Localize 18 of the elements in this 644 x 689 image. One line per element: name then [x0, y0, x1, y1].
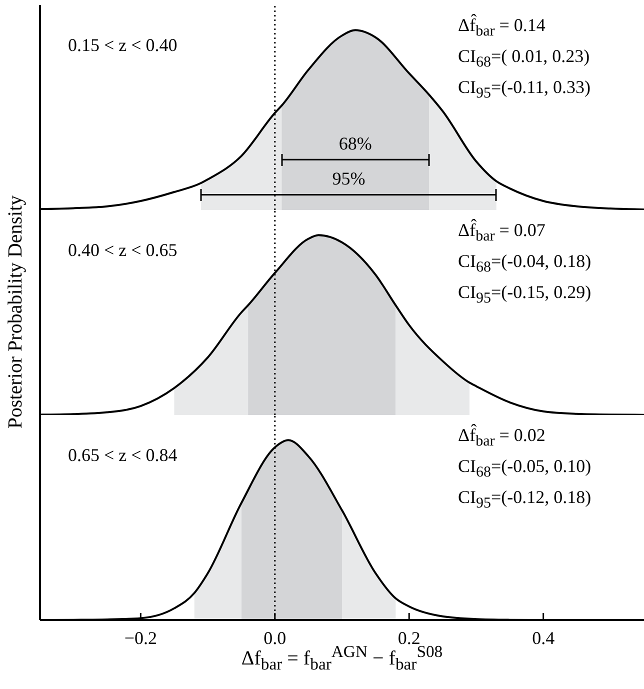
- annotation: CI$_{68}$=(-0.05, 0.10): [458, 456, 592, 482]
- annotation: 0.40 < z < 0.65: [68, 240, 178, 261]
- annotation: Δf̂$_{bar}$ = 0.14: [458, 15, 546, 41]
- annotation: CI$_{95}$=(-0.11, 0.33): [458, 77, 590, 103]
- annotation: 95%: [332, 168, 366, 190]
- annotation: CI$_{68}$=(-0.04, 0.18): [458, 251, 592, 277]
- annotation: 68%: [338, 133, 372, 154]
- annotation: Δf̂$_{bar}$ = 0.07: [458, 220, 546, 246]
- annotation: 0.15 < z < 0.40: [68, 35, 178, 56]
- annotation: CI$_{68}$=( 0.01, 0.23): [458, 46, 590, 72]
- annotation: 0.65 < z < 0.84: [68, 445, 178, 466]
- x-tick-label: 0.4: [532, 628, 555, 648]
- annotation: CI$_{95}$=(-0.15, 0.29): [458, 282, 592, 308]
- x-tick-label: −0.2: [124, 628, 157, 648]
- x-tick-label: 0.0: [264, 628, 286, 648]
- y-axis-title: Posterior Probability Density: [4, 195, 28, 429]
- annotation: Δf̂$_{bar}$ = 0.02: [458, 425, 546, 451]
- annotation: CI$_{95}$=(-0.12, 0.18): [458, 487, 592, 513]
